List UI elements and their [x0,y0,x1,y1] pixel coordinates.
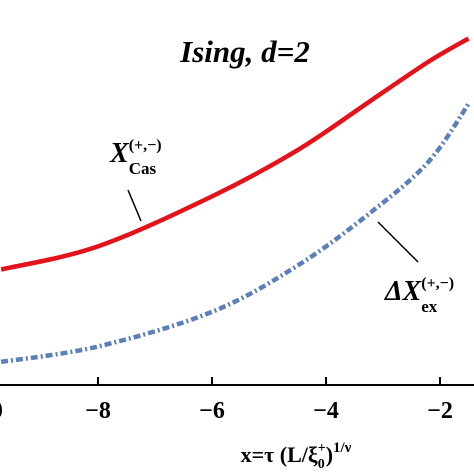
x-axis-label: x=τ (L/ξ0+)1/ν [241,440,352,472]
curve-label-main: ΔX [384,276,423,307]
curve-label-sup: (+,−) [129,137,162,154]
x-tick-label: −2 [427,398,453,424]
x-label-sub: 0 [318,457,325,472]
x-label-sup: + [318,441,326,456]
curve-label-sub: ex [421,297,438,316]
x-label-main: x=τ (L/ξ [241,442,318,467]
chart-title: Ising, d=2 [179,34,310,69]
curve-label-sup: (+,−) [421,275,454,292]
x-tick-label: −4 [313,398,339,424]
x-tick-label: −6 [199,398,225,424]
curve-label: X(+,−) Cas [109,137,162,178]
x-label-exp: 1/ν [333,440,352,456]
x-tick-label: −8 [85,398,111,424]
leader-line [127,189,142,222]
series-line [0,36,470,272]
series-line [0,102,471,365]
leader-line [377,221,419,263]
curve-label: ΔX(+,−) ex [384,275,454,316]
curve-label-sub: Cas [129,159,157,178]
x-label-close: ) [326,442,333,467]
x-tick-label: −10 [0,398,3,424]
curve-label-main: X [109,138,130,169]
